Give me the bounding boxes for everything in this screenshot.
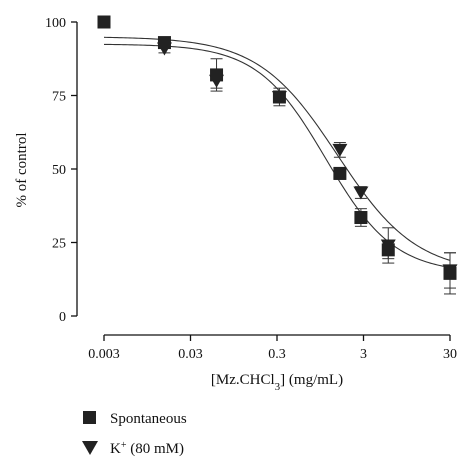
x-tick-label: 0.3: [268, 347, 286, 362]
legend-label-spontaneous: Spontaneous: [110, 411, 187, 427]
data-point-spontaneous: [157, 36, 171, 50]
y-tick-label: 0: [59, 310, 66, 325]
legend-label-k-plus: K+ (80 mM): [110, 440, 184, 458]
x-axis-title-subscript: 3: [275, 381, 281, 393]
legend-triangle-marker: [82, 441, 98, 455]
y-tick-label: 50: [52, 163, 66, 178]
legend-label-k-superscript: +: [121, 440, 127, 451]
plot-area: [97, 15, 458, 295]
data-point-spontaneous: [97, 15, 111, 29]
x-tick-label: 0.03: [178, 347, 203, 362]
data-point-k-plus: [332, 143, 348, 157]
x-tick-label: 3: [360, 347, 367, 362]
legend: Spontaneous K+ (80 mM): [82, 411, 187, 457]
fit-curve-spontaneous: [103, 43, 451, 269]
data-point-spontaneous: [210, 68, 224, 82]
data-point-spontaneous: [272, 90, 286, 104]
legend-label-k-main: K: [110, 441, 121, 457]
legend-item-spontaneous: Spontaneous: [83, 411, 187, 427]
y-tick-label: 25: [52, 237, 66, 252]
data-point-k-plus: [353, 186, 369, 200]
legend-square-marker: [83, 411, 96, 424]
x-axis-title-tail: ] (mg/mL): [280, 372, 343, 388]
data-point-spontaneous: [333, 166, 347, 180]
y-tick-label: 100: [45, 16, 66, 31]
y-tick-label: 75: [52, 90, 66, 105]
data-point-spontaneous: [443, 266, 457, 280]
x-axis-title: [Mz.CHCl3] (mg/mL): [211, 372, 343, 393]
x-ticks: 0.003 0.03 0.3 3 30: [88, 335, 457, 362]
y-axis-title: % of control: [14, 133, 30, 208]
legend-item-k-plus: K+ (80 mM): [82, 440, 184, 458]
x-tick-label: 30: [443, 347, 457, 362]
data-point-spontaneous: [381, 243, 395, 257]
data-point-spontaneous: [354, 211, 368, 225]
y-ticks: 0 25 50 75 100: [45, 16, 77, 325]
x-axis-title-main: [Mz.CHCl: [211, 372, 275, 388]
fit-curve-k-plus: [103, 36, 451, 261]
x-tick-label: 0.003: [88, 347, 120, 362]
legend-label-k-tail: (80 mM): [126, 441, 184, 457]
